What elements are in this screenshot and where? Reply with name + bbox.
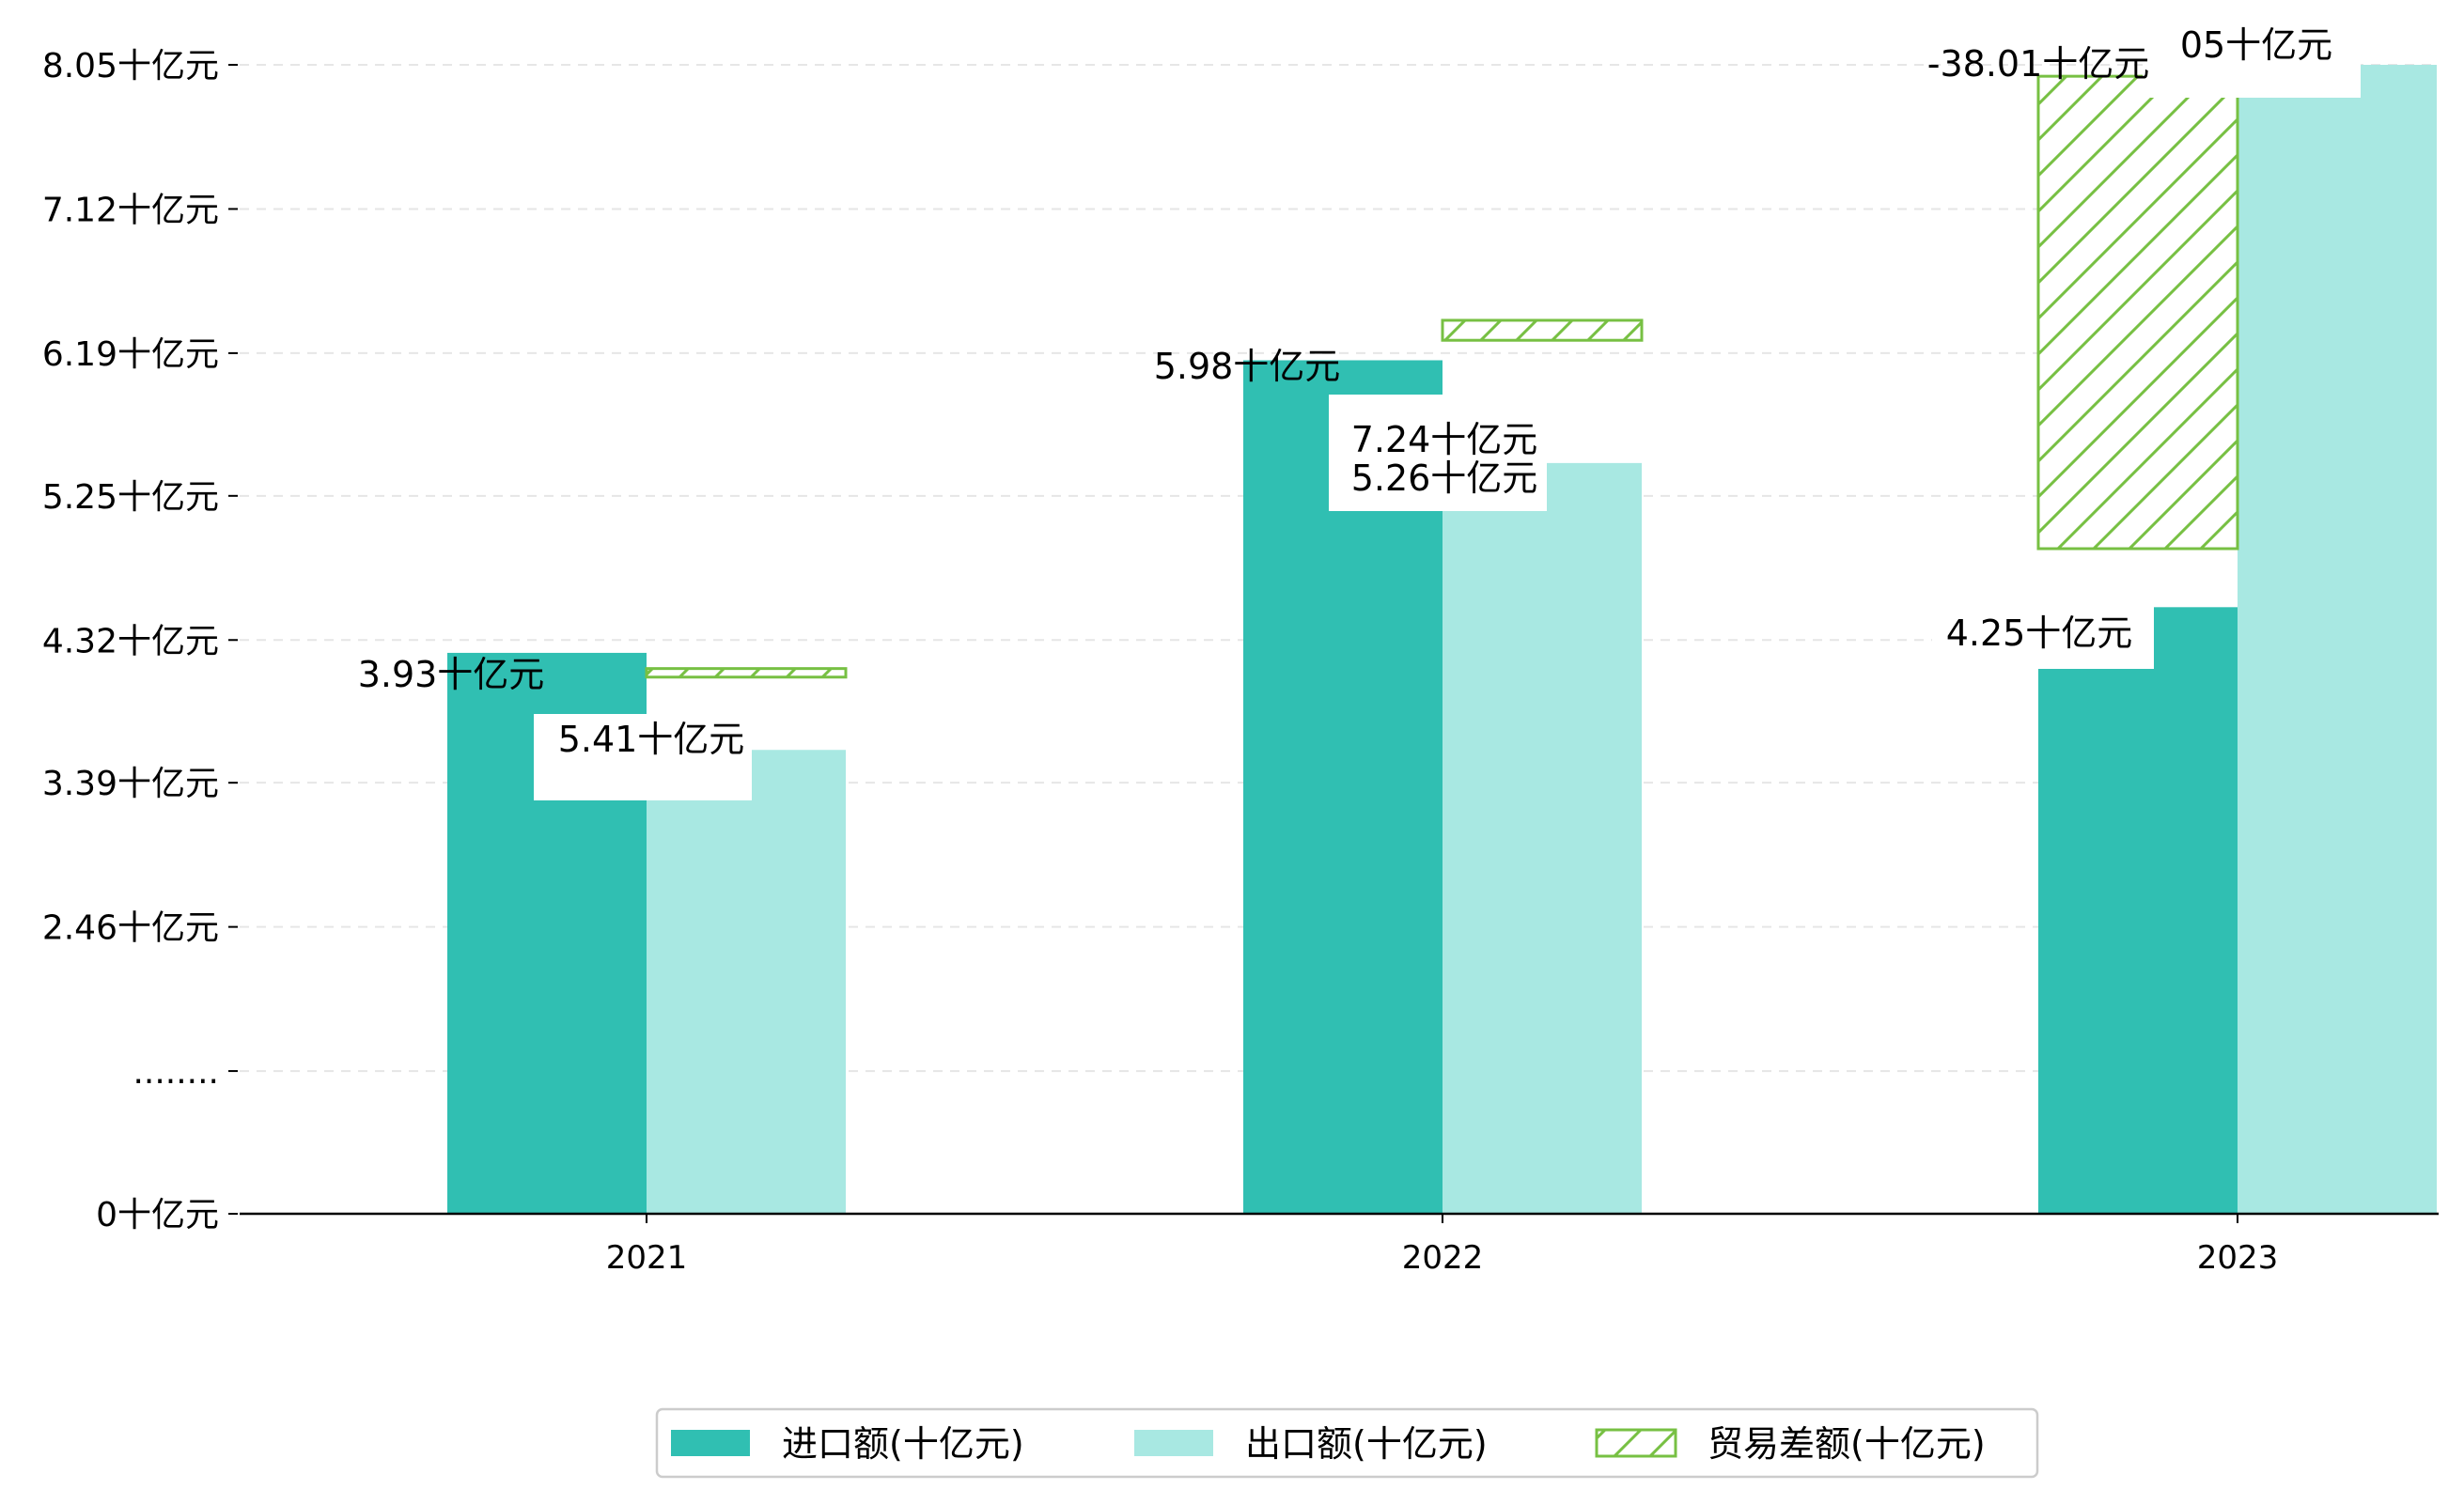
- legend-swatch: [1134, 1430, 1213, 1456]
- data-label-background: [1932, 597, 2154, 669]
- bar-import-2023: [2038, 607, 2238, 1214]
- legend-swatch: [671, 1430, 750, 1456]
- y-tick-label: 7.12十亿元: [42, 191, 219, 229]
- data-label-background: [1329, 395, 1547, 511]
- data-label: 7.24十亿元: [1351, 419, 1538, 460]
- y-tick-label: 2.46十亿元: [42, 909, 219, 948]
- axes: 0十亿元........ 2.46十亿元 3.39十亿元 4.32十亿元 5.25十亿元…: [42, 47, 2439, 1277]
- y-tick-label: 0十亿元: [96, 1196, 219, 1234]
- x-tick-label: 2023: [2197, 1239, 2279, 1277]
- data-label: 4.25十亿元: [1946, 613, 2133, 654]
- legend-label: 进口额(十亿元): [782, 1423, 1024, 1465]
- bar-balance-2021: [645, 667, 848, 679]
- data-label-background: [534, 714, 752, 800]
- y-tick-label: 3.39十亿元: [42, 765, 219, 803]
- legend-label: 贸易差额(十亿元): [1708, 1423, 1986, 1465]
- y-tick-label: 5.25十亿元: [42, 478, 219, 517]
- data-label: -38.01十亿元: [1927, 43, 2150, 85]
- data-label-background: [2143, 13, 2361, 98]
- y-tick-label: 6.19十亿元: [42, 335, 219, 374]
- x-tick-label: 2022: [1402, 1239, 1484, 1277]
- data-label: 5.98十亿元: [1154, 346, 1341, 387]
- bar-export-2022: [1443, 462, 1642, 1214]
- bar-balance-2023: [2036, 74, 2239, 551]
- x-tick-label: 2021: [606, 1239, 688, 1277]
- data-label: 05十亿元: [2180, 24, 2332, 66]
- data-label: 5.26十亿元: [1351, 458, 1538, 499]
- bar-balance-2022: [1441, 318, 1644, 342]
- bar-export-2021: [647, 750, 846, 1214]
- legend-label: 出口额(十亿元): [1245, 1423, 1488, 1465]
- legend-frame: [655, 1407, 2039, 1479]
- y-tick-label: ........: [133, 1053, 219, 1092]
- data-label: 5.41十亿元: [558, 719, 745, 760]
- legend-swatch: [1595, 1428, 1677, 1458]
- data-label: 3.93十亿元: [358, 654, 545, 695]
- bar-export-2023: [2238, 65, 2437, 1214]
- y-tick-label: 8.05十亿元: [42, 47, 219, 85]
- legend: 进口额(十亿元) 出口额(十亿元) 贸易差额(十亿元): [655, 1407, 2039, 1479]
- y-tick-label: 4.32十亿元: [42, 622, 219, 660]
